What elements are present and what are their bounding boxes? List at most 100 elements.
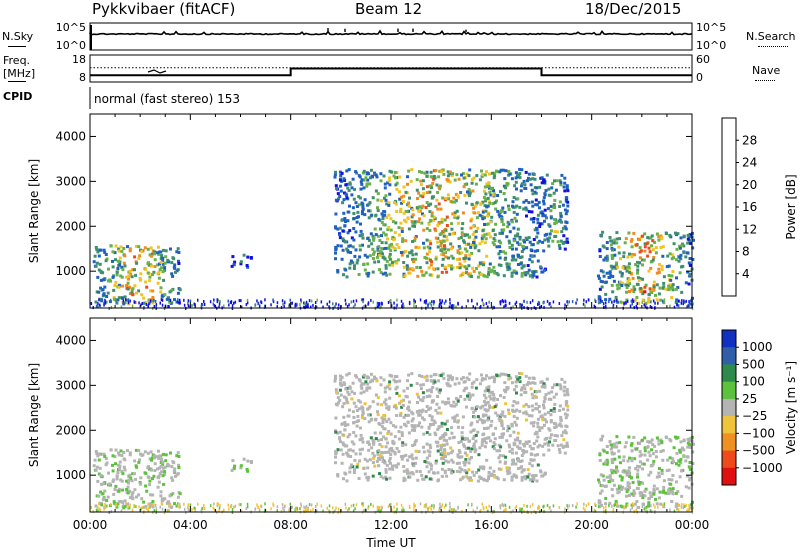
power-cell bbox=[543, 238, 547, 242]
velocity-cell bbox=[388, 387, 392, 391]
power-cell bbox=[345, 275, 349, 279]
velocity-cell bbox=[404, 443, 408, 447]
power-cell bbox=[125, 284, 129, 287]
velocity-cell bbox=[638, 481, 642, 484]
velocity-ground-cell bbox=[501, 502, 504, 506]
velocity-cell bbox=[563, 444, 567, 448]
power-cell bbox=[468, 194, 471, 197]
power-cell bbox=[341, 201, 345, 205]
power-cell bbox=[500, 217, 504, 221]
power-cell bbox=[636, 271, 639, 275]
power-cell bbox=[621, 281, 625, 285]
power-cell bbox=[504, 251, 508, 255]
velocity-ground-cell bbox=[425, 505, 427, 509]
velocity-cell bbox=[359, 433, 363, 437]
velocity-cell bbox=[691, 450, 695, 454]
velocity-cell bbox=[510, 475, 514, 479]
velocity-cell bbox=[538, 426, 542, 430]
velocity-cell bbox=[127, 481, 130, 485]
velocity-ground-cell bbox=[95, 508, 98, 512]
velocity-cell bbox=[662, 485, 666, 489]
power-ground-cell bbox=[543, 305, 545, 309]
velocity-cell bbox=[498, 435, 502, 439]
velocity-cell bbox=[503, 414, 507, 418]
power-cell bbox=[335, 186, 338, 190]
velocity-cell bbox=[643, 489, 647, 493]
power-cell bbox=[163, 266, 167, 270]
velocity-cell bbox=[557, 423, 561, 427]
power-cell bbox=[470, 274, 473, 278]
velocity-cell bbox=[563, 393, 567, 397]
power-cell bbox=[344, 183, 348, 187]
velocity-ground-cell bbox=[440, 505, 443, 509]
power-ground-cell bbox=[216, 298, 218, 302]
velocity-cell bbox=[387, 459, 391, 463]
colorbar-segment bbox=[722, 433, 736, 451]
velocity-cell bbox=[688, 461, 692, 464]
power-cell bbox=[152, 270, 156, 274]
colorbar-tick-label: 24 bbox=[742, 156, 757, 170]
power-ground-cell bbox=[90, 302, 93, 305]
velocity-ground-cell bbox=[571, 504, 574, 508]
velocity-cell bbox=[671, 487, 675, 491]
power-ground-cell bbox=[390, 299, 392, 302]
velocity-cell bbox=[481, 421, 485, 425]
velocity-cell bbox=[549, 408, 553, 412]
velocity-cell bbox=[487, 415, 491, 419]
velocity-ground-cell bbox=[334, 509, 336, 513]
velocity-ground-cell bbox=[153, 509, 156, 512]
power-ground-cell bbox=[153, 298, 155, 302]
power-ground-cell bbox=[508, 301, 511, 305]
velocity-cell bbox=[566, 393, 570, 397]
velocity-cell bbox=[175, 473, 179, 477]
velocity-ground-cell bbox=[291, 505, 293, 509]
velocity-cell bbox=[413, 440, 417, 444]
power-cell bbox=[371, 196, 375, 200]
velocity-cell bbox=[351, 465, 355, 469]
velocity-cell bbox=[437, 379, 441, 383]
power-cell bbox=[123, 264, 127, 268]
velocity-cell bbox=[116, 463, 120, 467]
velocity-cell bbox=[636, 464, 639, 468]
power-cell bbox=[535, 275, 539, 279]
velocity-cell bbox=[483, 377, 487, 381]
velocity-cell bbox=[614, 467, 618, 471]
power-cell bbox=[384, 198, 388, 202]
velocity-cell bbox=[384, 402, 388, 406]
velocity-cell bbox=[689, 445, 692, 449]
power-cell bbox=[499, 263, 503, 267]
power-cell bbox=[674, 231, 677, 235]
power-cell bbox=[561, 241, 565, 245]
power-cell bbox=[404, 249, 408, 253]
velocity-cell bbox=[461, 426, 465, 430]
power-cell bbox=[554, 221, 558, 225]
power-cell bbox=[518, 242, 522, 246]
power-cell bbox=[490, 215, 494, 219]
velocity-cell bbox=[516, 467, 520, 470]
velocity-ground-cell bbox=[449, 505, 451, 509]
power-cell bbox=[507, 265, 511, 269]
velocity-cell bbox=[377, 449, 381, 453]
velocity-cell bbox=[460, 377, 463, 381]
power-cell bbox=[388, 176, 392, 180]
velocity-cell bbox=[391, 439, 395, 443]
velocity-cell bbox=[406, 458, 410, 462]
velocity-ground-cell bbox=[155, 507, 158, 511]
velocity-ground-cell bbox=[361, 502, 363, 506]
velocity-cell bbox=[334, 374, 337, 378]
velocity-cell bbox=[627, 435, 631, 439]
power-cell bbox=[488, 201, 492, 205]
power-cell bbox=[546, 239, 550, 243]
power-cell bbox=[353, 264, 356, 268]
velocity-cell bbox=[446, 374, 450, 378]
power-cell bbox=[490, 269, 494, 273]
velocity-ground-cell bbox=[521, 507, 523, 511]
power-cell bbox=[435, 198, 439, 202]
velocity-cell bbox=[562, 438, 566, 442]
velocity-cell bbox=[149, 450, 153, 454]
power-cell bbox=[505, 235, 509, 239]
power-ground-cell bbox=[376, 305, 379, 309]
velocity-ground-cell bbox=[314, 505, 317, 508]
power-cell bbox=[462, 176, 466, 180]
velocity-cell bbox=[484, 403, 488, 407]
